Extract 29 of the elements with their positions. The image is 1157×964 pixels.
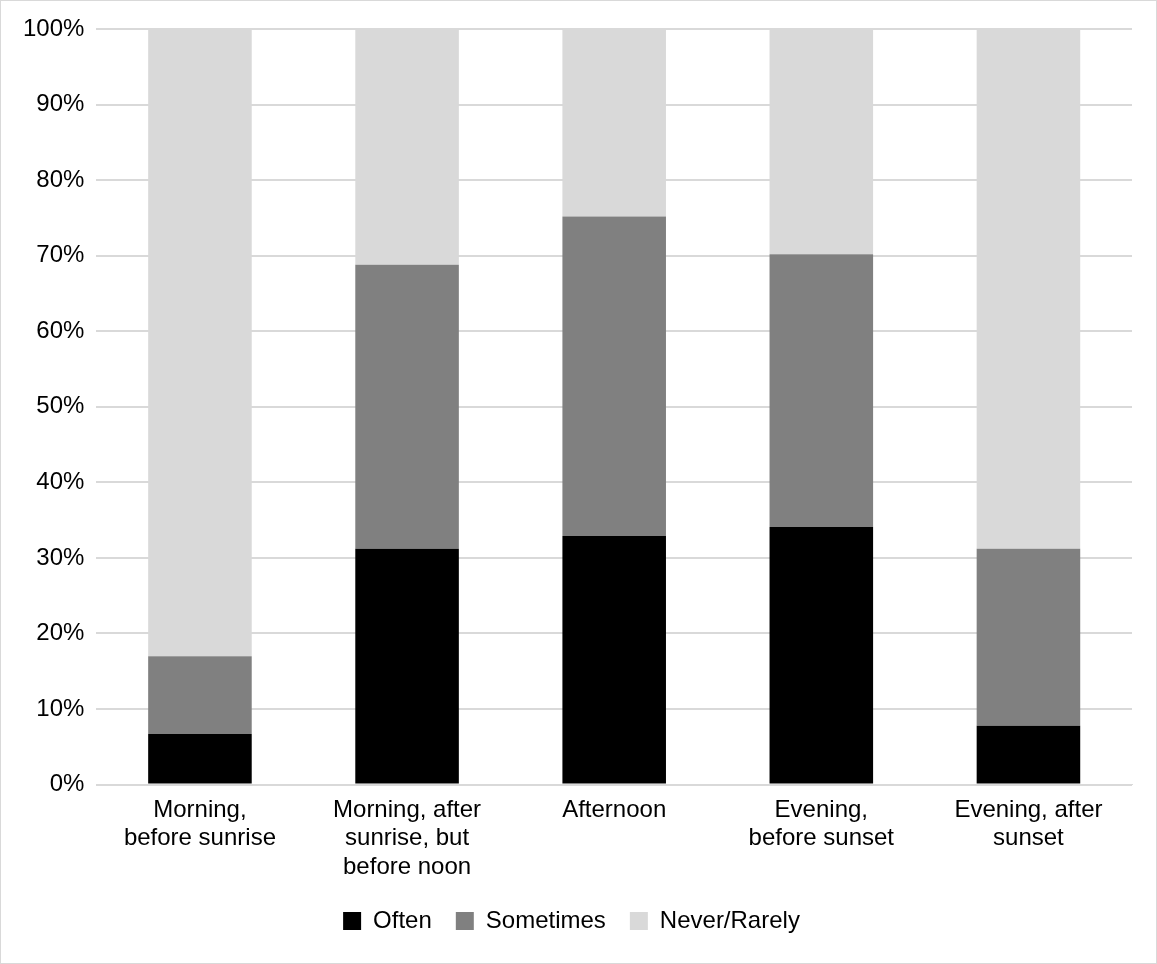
bar bbox=[355, 264, 459, 549]
y-tick-label: 0% bbox=[49, 769, 85, 797]
bar bbox=[148, 656, 252, 734]
bar bbox=[769, 254, 874, 527]
y-tick-label: 40% bbox=[36, 466, 85, 494]
x-tick-label: Morning, before sunrise bbox=[123, 794, 276, 851]
y-tick-label: 30% bbox=[36, 542, 85, 570]
y-tick-label: 60% bbox=[36, 315, 85, 343]
x-tick-label: Evening, after sunset bbox=[954, 794, 1103, 851]
legend-label: Sometimes bbox=[485, 905, 606, 933]
legend-label: Never/Rarely bbox=[659, 905, 800, 933]
y-tick-label: 90% bbox=[36, 89, 85, 117]
bar bbox=[976, 548, 1081, 726]
x-tick-label: Evening, before sunset bbox=[748, 794, 895, 851]
bar bbox=[562, 536, 666, 784]
y-tick-label: 80% bbox=[36, 164, 85, 192]
legend-label: Often bbox=[373, 905, 432, 933]
bar bbox=[562, 216, 666, 537]
y-tick-label: 20% bbox=[36, 618, 85, 646]
y-tick-label: 70% bbox=[36, 240, 85, 268]
bar bbox=[769, 526, 874, 784]
y-tick-label: 50% bbox=[36, 391, 85, 419]
bar bbox=[355, 548, 459, 784]
y-tick-label: 100% bbox=[22, 13, 85, 41]
bar bbox=[148, 733, 252, 784]
bar bbox=[976, 725, 1081, 784]
x-tick-label: Afternoon bbox=[562, 794, 667, 822]
x-tick-label: Morning, after sunrise, but before noon bbox=[333, 794, 482, 880]
y-tick-label: 10% bbox=[36, 693, 85, 721]
